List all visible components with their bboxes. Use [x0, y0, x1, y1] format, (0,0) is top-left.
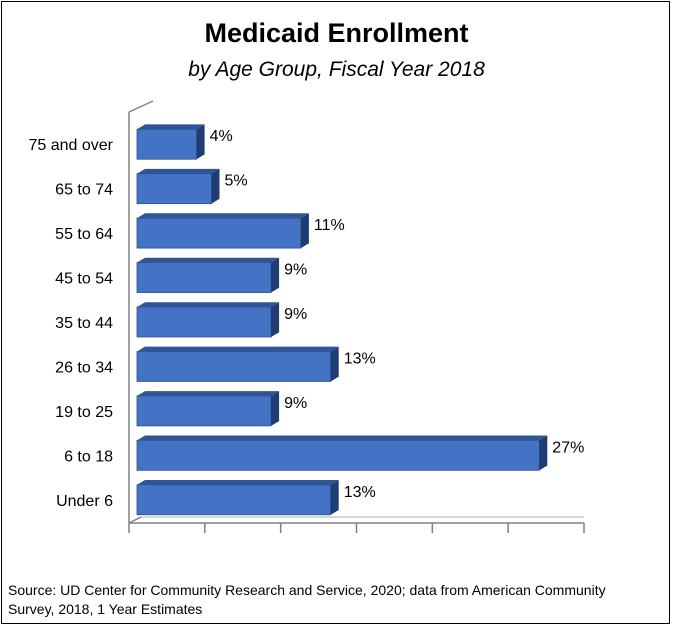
y-tick-label: Under 6 [56, 493, 113, 510]
y-tick-label: 45 to 54 [55, 271, 113, 288]
bar-end-face [271, 302, 280, 337]
data-label: 9% [284, 306, 307, 323]
y-tick-label: 55 to 64 [55, 226, 113, 243]
bar-top-face [137, 257, 280, 263]
bar [136, 306, 272, 338]
bar [136, 395, 272, 427]
data-label: 13% [344, 484, 376, 501]
data-label: 11% [314, 217, 345, 234]
bar-end-face [539, 435, 548, 471]
chart-title: Medicaid Enrollment [204, 18, 469, 48]
y-tick-label: 6 to 18 [64, 448, 113, 465]
y-tick-label: 35 to 44 [55, 315, 113, 332]
data-label: 9% [284, 262, 307, 279]
data-label: 27% [552, 439, 584, 456]
chart-subtitle: by Age Group, Fiscal Year 2018 [188, 58, 485, 81]
data-label: 4% [210, 128, 233, 145]
source-note: Source: UD Center for Community Research… [8, 582, 606, 617]
bar-end-face [271, 257, 280, 293]
bar-end-face [196, 124, 205, 160]
chart-bars [136, 124, 548, 516]
data-label: 5% [225, 173, 248, 190]
bar-top-face [137, 346, 339, 352]
bar-top-face [137, 302, 280, 307]
y-tick-label: 65 to 74 [55, 182, 113, 199]
bar [136, 173, 212, 205]
bar-top-face [137, 391, 280, 396]
chart-labels: 75 and over 4% 65 to 74 5% 55 to 64 11% 45 to … [28, 128, 584, 510]
bar [136, 128, 197, 160]
bar-top-face [137, 435, 548, 441]
bar [136, 351, 332, 382]
bar-end-face [330, 479, 339, 515]
y-axis-depth-line [128, 100, 154, 113]
chart-axes [128, 100, 585, 533]
bar-top-face [137, 479, 339, 485]
bar-end-face [211, 168, 220, 204]
data-label: 9% [284, 395, 307, 412]
data-label: 13% [344, 350, 376, 367]
y-tick-label: 19 to 25 [55, 404, 113, 421]
bar-top-face [137, 168, 220, 174]
bar [136, 217, 302, 249]
bar [136, 262, 272, 293]
bar [136, 439, 540, 471]
bar-end-face [300, 213, 309, 249]
bar-top-face [137, 124, 205, 130]
floor-depth-line [128, 516, 142, 524]
y-tick-label: 26 to 34 [55, 359, 113, 376]
y-tick-label: 75 and over [28, 137, 113, 154]
bar-top-face [137, 213, 309, 219]
bar-end-face [330, 346, 339, 382]
bar [136, 484, 332, 516]
bar-end-face [271, 391, 280, 426]
